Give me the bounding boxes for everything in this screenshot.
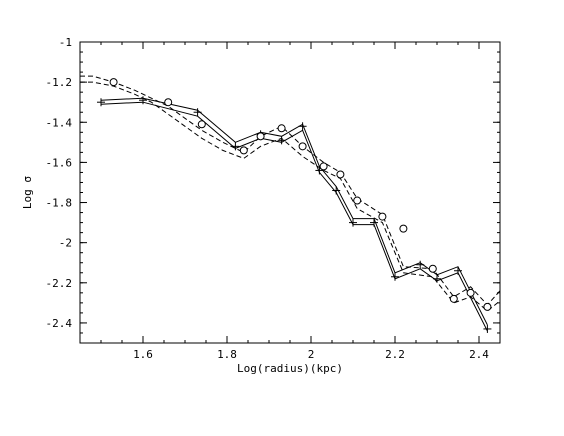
plus-marker — [298, 122, 307, 131]
plus-marker — [416, 260, 425, 269]
circle-marker — [449, 294, 458, 303]
circle-marker — [353, 196, 362, 205]
circle-marker — [428, 264, 437, 273]
series-line-1 — [100, 97, 488, 326]
markers-group — [97, 78, 492, 333]
x-axis-label: Log(radius)(kpc) — [237, 362, 343, 375]
circle-marker — [483, 302, 492, 311]
plot-frame — [79, 41, 501, 344]
y-tick-label: -1.4 — [46, 116, 73, 129]
circle-marker — [109, 78, 118, 87]
x-tick-label: 2 — [308, 348, 315, 361]
plus-marker — [349, 218, 357, 227]
circle-marker — [277, 124, 286, 133]
x-tick-label: 1.8 — [217, 348, 237, 361]
series-line-3 — [80, 75, 500, 306]
circle-marker — [164, 98, 173, 107]
circle-marker — [466, 288, 475, 297]
y-tick-label: -1 — [59, 36, 72, 49]
series-group — [80, 75, 500, 332]
plus-marker — [277, 136, 286, 145]
plus-marker — [97, 98, 105, 107]
plus-marker — [391, 272, 399, 281]
x-tick-label: 1.6 — [133, 348, 153, 361]
y-tick-label: -1.2 — [46, 76, 73, 89]
plus-marker — [454, 266, 462, 275]
plus-marker — [231, 142, 240, 151]
plus-marker — [433, 274, 441, 283]
plus-marker — [370, 218, 378, 227]
axis-ticks — [79, 41, 501, 344]
plus-marker — [332, 186, 341, 195]
circle-marker — [336, 170, 345, 179]
y-tick-label: -2.4 — [46, 317, 73, 330]
plus-marker — [483, 324, 492, 333]
y-tick-label: -1.8 — [46, 197, 73, 210]
y-tick-label: -2 — [59, 237, 72, 250]
axis-tick-labels: 1.6 1.8 2 2.2 2.4 -1 -1.2 -1.4 -1.6 -1.8 -2 -2.2 -2.… — [46, 36, 490, 361]
circle-marker — [319, 162, 328, 171]
circle-marker — [197, 120, 206, 129]
circle-marker — [399, 224, 408, 233]
circle-marker — [298, 142, 307, 151]
plus-marker — [139, 96, 147, 105]
x-tick-label: 2.4 — [469, 348, 489, 361]
x-tick-label: 2.2 — [385, 348, 405, 361]
plus-marker — [193, 108, 202, 117]
circle-marker — [239, 146, 248, 155]
circle-marker — [256, 132, 265, 141]
y-axis-label: Log σ — [21, 176, 34, 209]
circle-marker — [378, 212, 387, 221]
y-tick-label: -1.6 — [46, 156, 73, 169]
series-line-2 — [100, 101, 488, 332]
plus-marker — [315, 166, 324, 175]
y-tick-label: -2.2 — [46, 277, 73, 290]
